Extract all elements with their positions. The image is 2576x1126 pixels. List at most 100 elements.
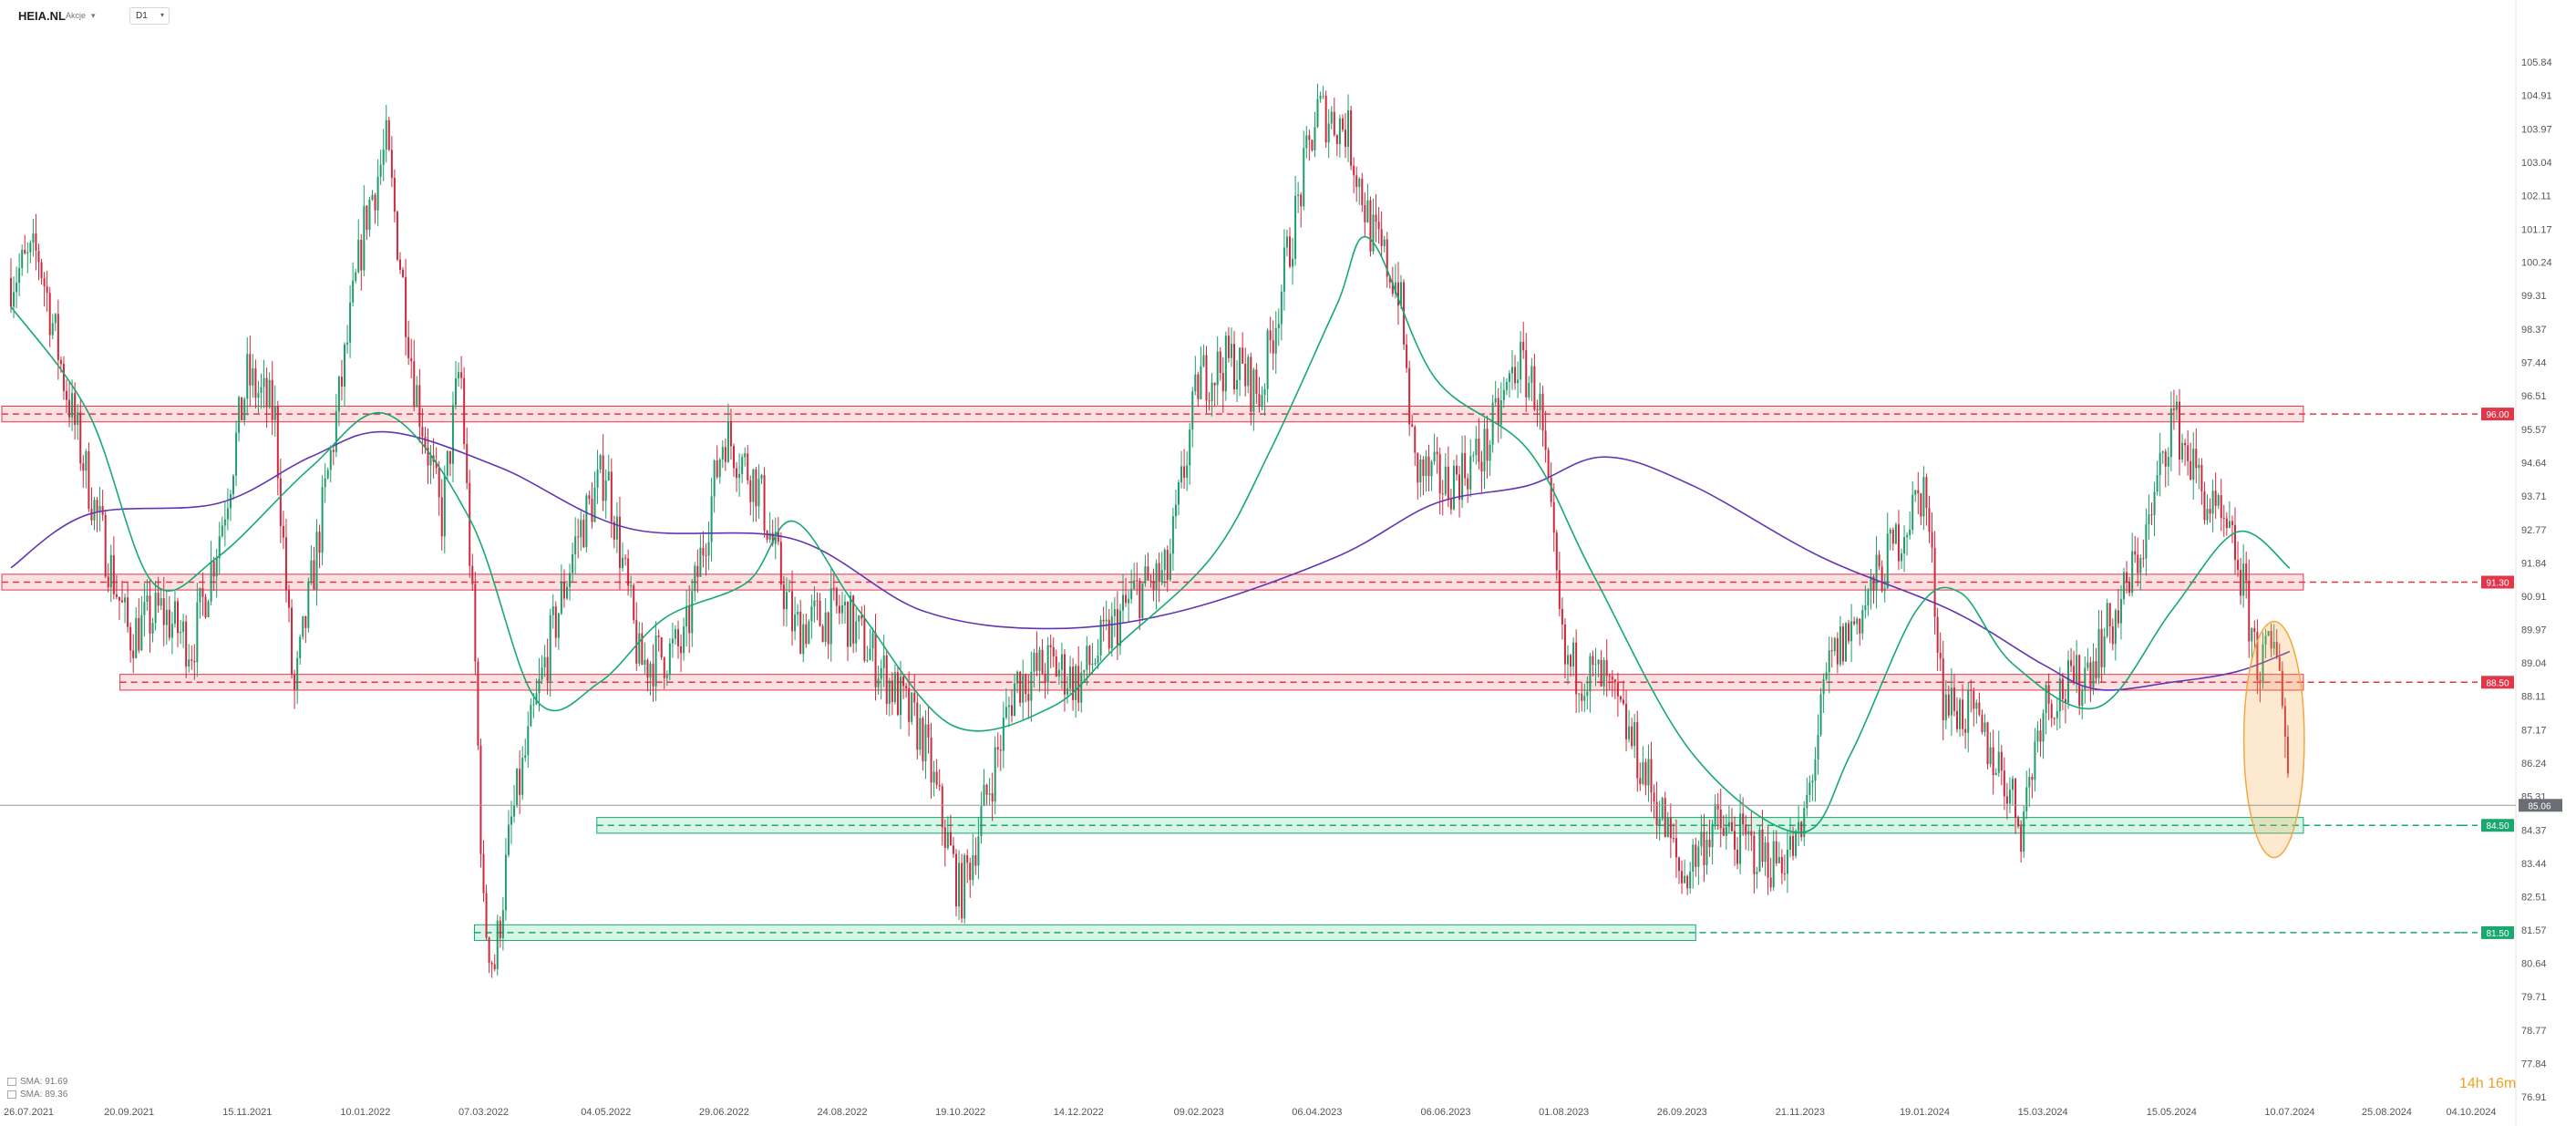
candle-body [749,480,752,502]
candle-body [1911,494,1914,530]
candle-body [1745,824,1747,835]
candle-body [165,609,168,625]
symbol-dropdown-icon[interactable]: ▾ [91,11,96,20]
candle-body [1973,690,1975,709]
candle-body [310,560,313,582]
candle-body [1289,236,1291,267]
candle-body [54,314,57,324]
candle-body [1798,821,1800,832]
candle-body [109,555,112,588]
candle-body [160,598,162,606]
candle-body [57,314,59,360]
candle-body [2084,667,2087,691]
candle-body [513,805,516,817]
candle-body [355,272,357,281]
candle-body [2248,580,2251,642]
candle-body [1186,465,1189,479]
candle-body [127,597,129,627]
candle-body [615,516,618,540]
candle-body [896,672,899,716]
candle-body [638,633,641,664]
candle-body [13,292,15,307]
candle-body [874,633,877,687]
candle-body [257,393,260,398]
candle-body [1628,726,1631,739]
candle-body [210,561,212,602]
chart-toolbar: HEIA.NL Akcje ▾ D1 ▾ [0,0,365,36]
candle-body [1692,844,1695,873]
candle-body [774,532,777,544]
candle-body [824,612,827,642]
candle-body [1525,350,1528,398]
timeframe-select[interactable]: D1 ▾ [129,7,170,25]
candle-body [974,854,977,866]
candle-body [385,119,387,150]
candle-body [1644,761,1647,786]
candle-body [1358,179,1361,188]
candle-body [221,525,223,537]
candle-body [560,582,562,614]
y-tick-label: 84.37 [2521,825,2547,836]
candle-body [151,623,154,635]
candle-body [241,397,243,420]
candle-body [448,450,451,464]
candle-body [933,771,935,783]
x-tick-label: 09.02.2023 [1174,1107,1224,1118]
candle-body [374,194,376,211]
candle-body [1669,817,1672,839]
candle-body [2134,551,2137,555]
candle-body [760,475,763,480]
candle-body [232,475,234,494]
candle-body [1152,581,1155,591]
candle-body [1202,355,1205,367]
candle-body [1280,291,1283,325]
candle-body [1817,734,1819,759]
sma-fast-line [10,235,2291,833]
candle-body [438,468,440,498]
candle-body [118,596,120,601]
x-tick-label: 19.01.2024 [1900,1107,1950,1118]
candle-body [451,405,454,464]
candle-body [2256,631,2259,680]
x-tick-label: 01.08.2023 [1539,1107,1589,1118]
candle-body [1233,344,1235,390]
candle-body [961,863,963,919]
x-tick-label: 20.09.2021 [104,1107,154,1118]
candle-body [154,593,157,624]
candle-body [302,615,304,637]
candle-body [407,336,410,358]
legend-sma-slow: SMA: 89.36 [7,1090,67,1100]
candle-body [569,573,572,587]
candle-body [1419,459,1422,483]
candle-body [2131,551,2134,594]
y-tick-label: 99.31 [2521,291,2547,302]
candle-body [1171,516,1174,554]
candle-body [2056,710,2058,718]
candle-body [604,480,607,501]
candle-body [349,302,352,343]
candle-body [1789,836,1791,851]
candle-body [1697,846,1700,867]
x-tick-label: 06.04.2023 [1292,1107,1342,1118]
candle-body [29,243,32,253]
symbol-name[interactable]: HEIA.NL [18,9,66,23]
candle-body [1174,504,1177,517]
candle-body [1730,821,1733,832]
candle-body [366,205,368,231]
candle-body [1944,694,1947,721]
candle-body [797,612,799,615]
candle-body [771,532,774,544]
candle-body [763,475,766,531]
candle-body [2042,713,2045,742]
candle-countdown: 14h 16m [2459,1076,2517,1091]
candle-body [1875,554,1878,591]
candle-body [1377,222,1380,230]
candle-body [1822,678,1825,695]
candle-body [143,601,146,615]
candle-body [1722,828,1725,836]
candle-body [496,920,499,969]
candle-body [218,536,221,559]
y-tick-label: 79.71 [2521,992,2547,1003]
candle-body [1345,129,1346,147]
